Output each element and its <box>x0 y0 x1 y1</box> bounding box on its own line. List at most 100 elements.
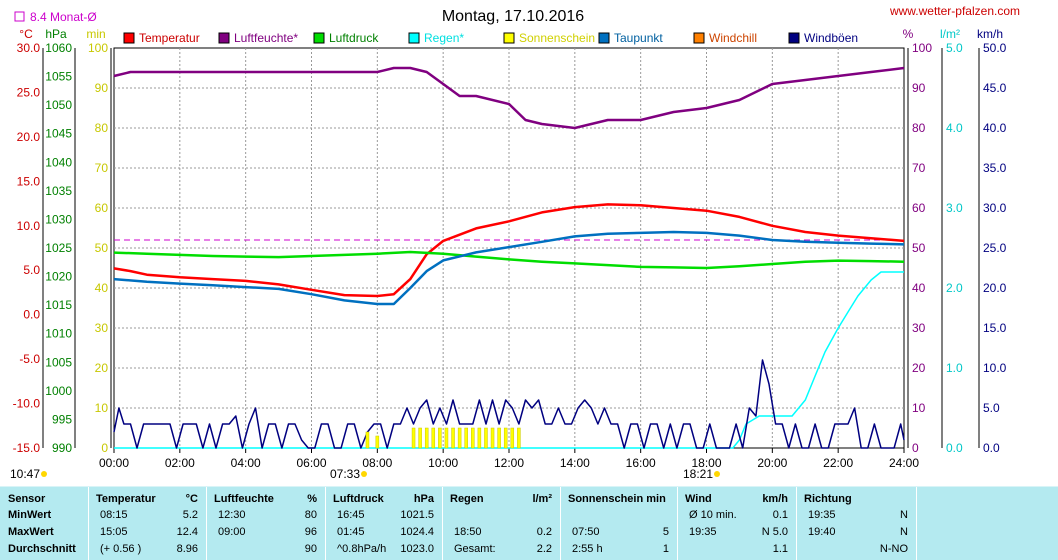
stats-header-cell: hPa <box>413 493 434 505</box>
stats-row: 09:00 96 <box>206 526 325 542</box>
stats-cell: Durchschnitt <box>8 543 76 555</box>
stats-header-cell: Sonnenschein min <box>568 493 666 505</box>
y-tick-label-min: 20 <box>95 361 109 375</box>
stats-header-cell: Temperatur <box>96 493 156 505</box>
series-layer <box>113 66 905 449</box>
y-tick-label-temp: 30.0 <box>17 41 41 55</box>
sunshine-bar <box>365 431 370 449</box>
y-tick-label-min: 40 <box>95 281 109 295</box>
stats-row: MinWert <box>0 509 88 525</box>
stats-row: 19:35 N 5.0 <box>677 526 796 542</box>
sunshine-bar <box>464 427 468 449</box>
legend-label-7: Windböen <box>804 31 858 45</box>
stats-cell: 1 <box>662 543 669 555</box>
y-tick-label-wind: 5.0 <box>983 401 1000 415</box>
sunshine-bar <box>431 427 436 449</box>
y-tick-label-hpa: 990 <box>52 441 72 455</box>
y-tick-label-min: 10 <box>95 401 109 415</box>
legend-swatch-7 <box>788 32 800 44</box>
series-line-luftfeuchte <box>113 66 905 130</box>
stats-row: (+ 0.56 ) 8.96 <box>88 543 206 559</box>
y-tick-label-hpa: 995 <box>52 412 72 426</box>
y-tick-label-rain: 0.0 <box>946 441 963 455</box>
sun-icon <box>41 471 47 477</box>
y-tick-label-hpa: 1000 <box>45 384 72 398</box>
legend: Temperatur Luftfeuchte* Luftdruck Regen* Son… <box>123 31 858 45</box>
x-tick-label: 06:00 <box>296 456 326 470</box>
stats-row: 90 <box>206 543 325 559</box>
stats-cell: 1024.4 <box>400 526 434 538</box>
y-tick-label-min: 90 <box>95 81 109 95</box>
stats-row: 07:50 5 <box>560 526 677 542</box>
stats-row: 1.1 <box>677 543 796 559</box>
stats-row: 12:30 80 <box>206 509 325 525</box>
legend-label-4: Sonnenschein <box>519 31 595 45</box>
stats-cell: 5 <box>662 526 669 538</box>
stats-cell: 1023.0 <box>400 543 434 555</box>
sunshine-bar <box>510 427 515 449</box>
stats-table: Sensor MinWert MaxWert Durchschnitt Temperat… <box>0 486 1058 560</box>
axis-unit-temp: °C <box>19 27 33 41</box>
y-tick-label-wind: 45.0 <box>983 81 1007 95</box>
sunshine-bar <box>517 427 521 449</box>
stats-row: ^0.8hPa/h 1023.0 <box>325 543 442 559</box>
legend-swatch-5 <box>598 32 610 44</box>
stats-cell: 1.1 <box>772 543 788 555</box>
axis-unit-wind: km/h <box>977 27 1003 41</box>
stats-row: 19:40 N <box>796 526 916 542</box>
stats-column: Sensor MinWert MaxWert Durchschnitt <box>0 487 89 560</box>
daylight-duration: 10:47 <box>10 467 40 481</box>
time-markers: 10:47 07:33 18:21 <box>10 467 720 481</box>
stats-column: Luftfeuchte% 12:30 80 09:00 96 90 <box>206 487 326 560</box>
x-tick-label: 10:00 <box>428 456 458 470</box>
stats-header-cell: Regen <box>450 493 484 505</box>
y-tick-label-wind: 10.0 <box>983 361 1007 375</box>
y-tick-label-hpa: 1015 <box>45 298 72 312</box>
y-tick-label-hpa: 1050 <box>45 98 72 112</box>
legend-label-6: Windchill <box>709 31 757 45</box>
y-tick-label-pct: 50 <box>912 241 926 255</box>
stats-header-cell: km/h <box>762 493 788 505</box>
stats-row: 19:35 N <box>796 509 916 525</box>
sunrise-icon <box>361 471 367 477</box>
sunshine-bar <box>503 427 508 449</box>
stats-row: 2:55 h 1 <box>560 543 677 559</box>
y-tick-label-rain: 1.0 <box>946 361 963 375</box>
sunshine-bar <box>424 427 429 449</box>
axes: 30.0 25.0 20.0 15.0 10.0 5.0 0.0 -5.0 -10.0 -15.0… <box>13 27 1007 470</box>
stats-row: MaxWert <box>0 526 88 542</box>
stats-cell: 12:30 <box>218 509 246 521</box>
y-tick-label-temp: 10.0 <box>17 219 41 233</box>
stats-cell: N 5.0 <box>761 526 788 538</box>
stats-header-cell: l/m² <box>532 493 552 505</box>
stats-header-cell: Luftfeuchte <box>214 493 274 505</box>
stats-cell: N-NO <box>879 543 908 555</box>
series-line-regen <box>114 271 904 449</box>
stats-column: Wind km/h Ø 10 min. 0.1 19:35 N 5.0 1.1 <box>677 487 797 560</box>
axis-unit-hpa: hPa <box>45 27 67 41</box>
stats-row: 16:45 1021.5 <box>325 509 442 525</box>
stats-cell: 0.2 <box>536 526 552 538</box>
y-tick-label-wind: 20.0 <box>983 281 1007 295</box>
legend-label-0: Temperatur <box>139 31 200 45</box>
y-tick-label-temp: -15.0 <box>13 441 41 455</box>
sunshine-bar <box>451 427 455 449</box>
y-tick-label-temp: 5.0 <box>23 263 40 277</box>
weather-chart: 30.0 25.0 20.0 15.0 10.0 5.0 0.0 -5.0 -10.0 -15.0… <box>10 4 1020 481</box>
y-tick-label-hpa: 1035 <box>45 184 72 198</box>
sunshine-bar <box>490 427 495 449</box>
y-tick-label-pct: 30 <box>912 321 926 335</box>
y-tick-label-min: 80 <box>95 121 109 135</box>
sunshine-bar <box>418 427 422 449</box>
stats-header-row: Regen l/m² <box>442 493 560 509</box>
stats-cell: 08:15 <box>100 509 128 521</box>
y-tick-label-pct: 60 <box>912 201 926 215</box>
stats-row: 01:45 1024.4 <box>325 526 442 542</box>
y-tick-label-temp: 20.0 <box>17 130 41 144</box>
series-line-taupunkt <box>113 230 905 306</box>
sunshine-bar <box>375 435 380 449</box>
y-tick-label-rain: 4.0 <box>946 121 963 135</box>
stats-header-cell: °C <box>185 493 198 505</box>
y-tick-label-pct: 0 <box>912 441 919 455</box>
x-tick-label: 12:00 <box>494 456 524 470</box>
